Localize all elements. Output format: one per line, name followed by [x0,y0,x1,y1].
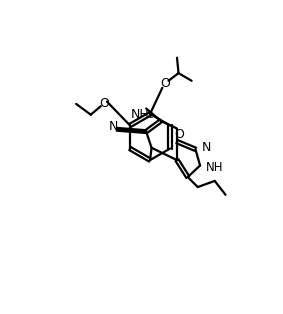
Text: N: N [201,141,211,154]
Text: N: N [108,121,118,133]
Text: NH: NH [206,160,224,174]
Text: O: O [174,128,184,141]
Text: NH₂: NH₂ [131,108,155,121]
Text: O: O [160,77,170,90]
Text: O: O [99,97,109,111]
